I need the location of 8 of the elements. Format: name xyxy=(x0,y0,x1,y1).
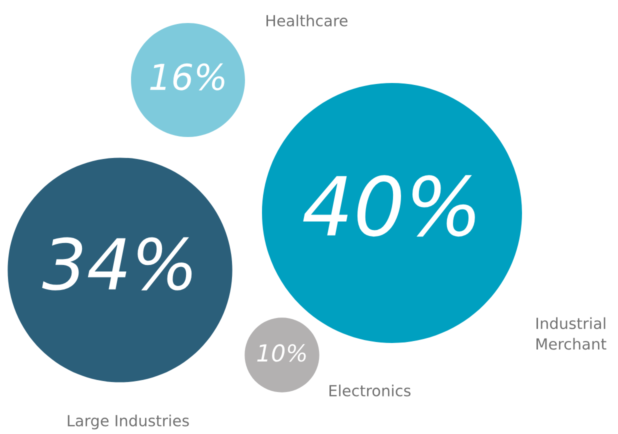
data-label: 40% xyxy=(303,175,475,237)
category-label: Large Industries xyxy=(68,414,189,430)
category-label: Healthcare xyxy=(266,14,348,26)
category-label: Electronics xyxy=(330,384,411,396)
data-label: 10% xyxy=(257,344,306,362)
category-label: Industrial Merchant xyxy=(536,317,606,350)
data-label: 34% xyxy=(42,237,192,290)
data-label: 16% xyxy=(150,63,224,90)
